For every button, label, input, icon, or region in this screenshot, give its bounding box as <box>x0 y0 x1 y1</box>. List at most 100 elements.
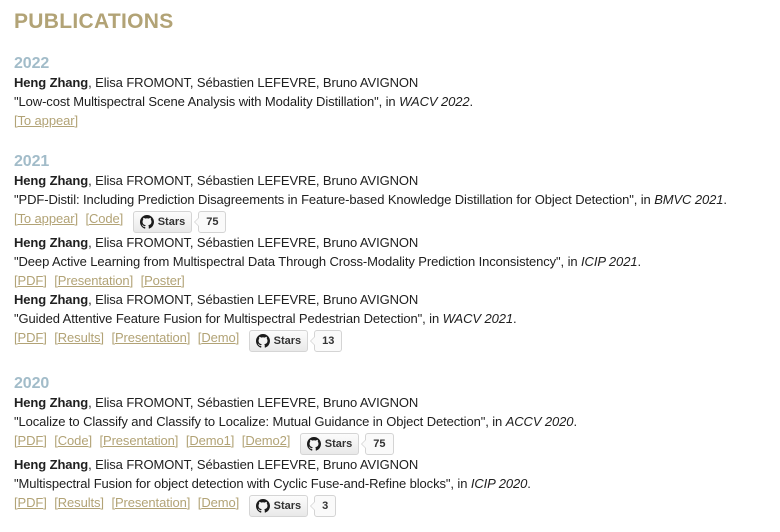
bracket-open: [ <box>54 273 58 288</box>
publication-link[interactable]: [To appear] <box>14 211 78 226</box>
link-label: Presentation <box>103 433 175 448</box>
publication-links: [PDF] [Presentation] [Poster] <box>14 271 766 290</box>
bracket-open: [ <box>197 330 202 345</box>
github-octocat-icon <box>255 499 270 513</box>
author-rest: , Elisa FROMONT, Sébastien LEFEVRE, Brun… <box>88 457 419 472</box>
publication-title: "Low-cost Multispectral Scene Analysis w… <box>14 92 766 111</box>
bracket-open: [ <box>99 433 103 448</box>
bracket-close: ] <box>74 211 78 226</box>
publication-title: "Localize to Classify and Classify to Lo… <box>14 412 766 431</box>
venue-name: ICIP 2020 <box>470 476 528 491</box>
publications-page: PUBLICATIONS 2022 Heng Zhang, Elisa FROM… <box>0 0 780 517</box>
publication-link[interactable]: [Code] <box>54 433 92 448</box>
publication-authors: Heng Zhang, Elisa FROMONT, Sébastien LEF… <box>14 290 766 309</box>
bracket-close: ] <box>43 433 47 448</box>
author-rest: , Elisa FROMONT, Sébastien LEFEVRE, Brun… <box>88 173 419 188</box>
publication-group: Heng Zhang , Elisa FROMONT, Sébastien LEF… <box>14 171 766 352</box>
bracket-close: ] <box>43 495 47 510</box>
venue-name: WACV 2022 <box>399 94 470 109</box>
publication-group: Heng Zhang, Elisa FROMONT, Sébastien LEF… <box>14 73 766 130</box>
author-lead: Heng Zhang <box>14 235 89 250</box>
publication-link[interactable]: [Presentation] <box>99 433 178 448</box>
github-stars-button[interactable]: Stars <box>248 495 309 517</box>
github-star-count[interactable]: 75 <box>198 211 227 233</box>
github-octocat-icon <box>306 437 321 451</box>
title-text: "Low-cost Multispectral Scene Analysis w… <box>14 94 400 109</box>
author-rest: , Elisa FROMONT, Sébastien LEFEVRE, Brun… <box>88 75 419 90</box>
bracket-open: [ <box>14 433 18 448</box>
publication-link[interactable]: [Poster] <box>141 273 185 288</box>
github-star-count[interactable]: 75 <box>365 433 394 455</box>
publication-link[interactable]: [Demo] <box>198 330 239 345</box>
title-text: "Deep Active Learning from Multispectral… <box>14 254 582 269</box>
publication-title: "PDF-Distil: Including Prediction Disagr… <box>14 190 766 209</box>
author-rest: , Elisa FROMONT, Sébastien LEFEVRE, Brun… <box>88 395 419 410</box>
link-label: Code <box>57 433 89 448</box>
publications-list: 2022 Heng Zhang, Elisa FROMONT, Sébastie… <box>14 54 766 517</box>
venue-name: ACCV 2020 <box>505 414 574 429</box>
github-stars-label: Stars <box>157 215 186 228</box>
bracket-open: [ <box>241 433 246 448</box>
publication-authors: Heng Zhang, Elisa FROMONT, Sébastien LEF… <box>14 73 766 92</box>
bracket-close: ] <box>235 495 240 510</box>
title-text: "Localize to Classify and Classify to Lo… <box>14 414 506 429</box>
publication-links: [To appear] <box>14 111 766 130</box>
bracket-open: [ <box>111 495 115 510</box>
title-suffix: . <box>573 414 577 429</box>
publication-link[interactable]: [PDF] <box>14 330 47 345</box>
author-lead: Heng Zhang <box>14 75 89 90</box>
publication-link[interactable]: [Demo1] <box>185 433 235 448</box>
publication-link[interactable]: [Presentation] <box>111 330 190 345</box>
publication-link[interactable]: [Presentation] <box>111 495 190 510</box>
publication-link[interactable]: [Results] <box>54 330 104 345</box>
bracket-open: [ <box>14 211 18 226</box>
github-star-count[interactable]: 3 <box>314 495 337 517</box>
publication-link[interactable]: [Demo2] <box>241 433 291 448</box>
github-star-count[interactable]: 13 <box>314 330 343 352</box>
link-label: Demo2 <box>245 433 287 448</box>
bracket-open: [ <box>140 273 145 288</box>
publication-entry: Heng Zhang, Elisa FROMONT, Sébastien LEF… <box>14 171 766 233</box>
publication-link[interactable]: [PDF] <box>14 273 47 288</box>
publication-link[interactable]: [To appear] <box>14 113 78 128</box>
publication-links: [PDF] [Code] [Presentation] [Demo1] [Dem… <box>14 431 766 455</box>
github-stars-button[interactable]: Stars <box>132 211 193 233</box>
venue-name: BMVC 2021 <box>654 192 724 207</box>
year-heading: 2020 <box>14 375 50 392</box>
publication-link[interactable]: [Presentation] <box>54 273 133 288</box>
year-heading: 2021 <box>14 153 50 170</box>
venue-name: WACV 2021 <box>442 311 514 326</box>
bracket-open: [ <box>185 433 190 448</box>
bracket-close: ] <box>186 495 191 510</box>
bracket-close: ] <box>230 433 235 448</box>
publication-link[interactable]: [PDF] <box>14 495 47 510</box>
publication-link[interactable]: [Code] <box>85 211 123 226</box>
link-label: Poster <box>144 273 182 288</box>
author-lead: Heng Zhang <box>14 292 89 307</box>
publication-group: Heng Zhang, Elisa FROMONT, Sébastien LEF… <box>14 393 766 517</box>
publication-link[interactable]: [PDF] <box>14 433 47 448</box>
publication-authors: Heng Zhang, Elisa FROMONT, Sébastien LEF… <box>14 233 766 252</box>
bracket-open: [ <box>14 113 18 128</box>
github-star-widget: Stars 75 <box>299 433 394 455</box>
publication-authors: Heng Zhang, Elisa FROMONT, Sébastien LEF… <box>14 393 766 412</box>
title-suffix: . <box>527 476 531 491</box>
link-label: Demo <box>201 330 236 345</box>
github-stars-button[interactable]: Stars <box>299 433 360 455</box>
github-star-widget: Stars 13 <box>248 330 343 352</box>
publication-links: [To appear] [Code] Stars 75 <box>14 209 766 233</box>
publication-entry: Heng Zhang, Elisa FROMONT, Sébastien LEF… <box>14 73 766 130</box>
publication-link[interactable]: [Results] <box>54 495 104 510</box>
bracket-close: ] <box>186 330 191 345</box>
bracket-close: ] <box>286 433 291 448</box>
bracket-open: [ <box>54 433 58 448</box>
github-stars-button[interactable]: Stars <box>248 330 309 352</box>
link-label: Code <box>88 211 120 226</box>
title-text: "PDF-Distil: Including Prediction Disagr… <box>14 192 655 207</box>
publication-link[interactable]: [Demo] <box>198 495 239 510</box>
link-label: PDF <box>17 330 44 345</box>
bracket-open: [ <box>54 495 58 510</box>
author-lead: Heng Zhang <box>14 457 89 472</box>
publication-entry: Heng Zhang, Elisa FROMONT, Sébastien LEF… <box>14 455 766 517</box>
bracket-close: ] <box>235 330 240 345</box>
